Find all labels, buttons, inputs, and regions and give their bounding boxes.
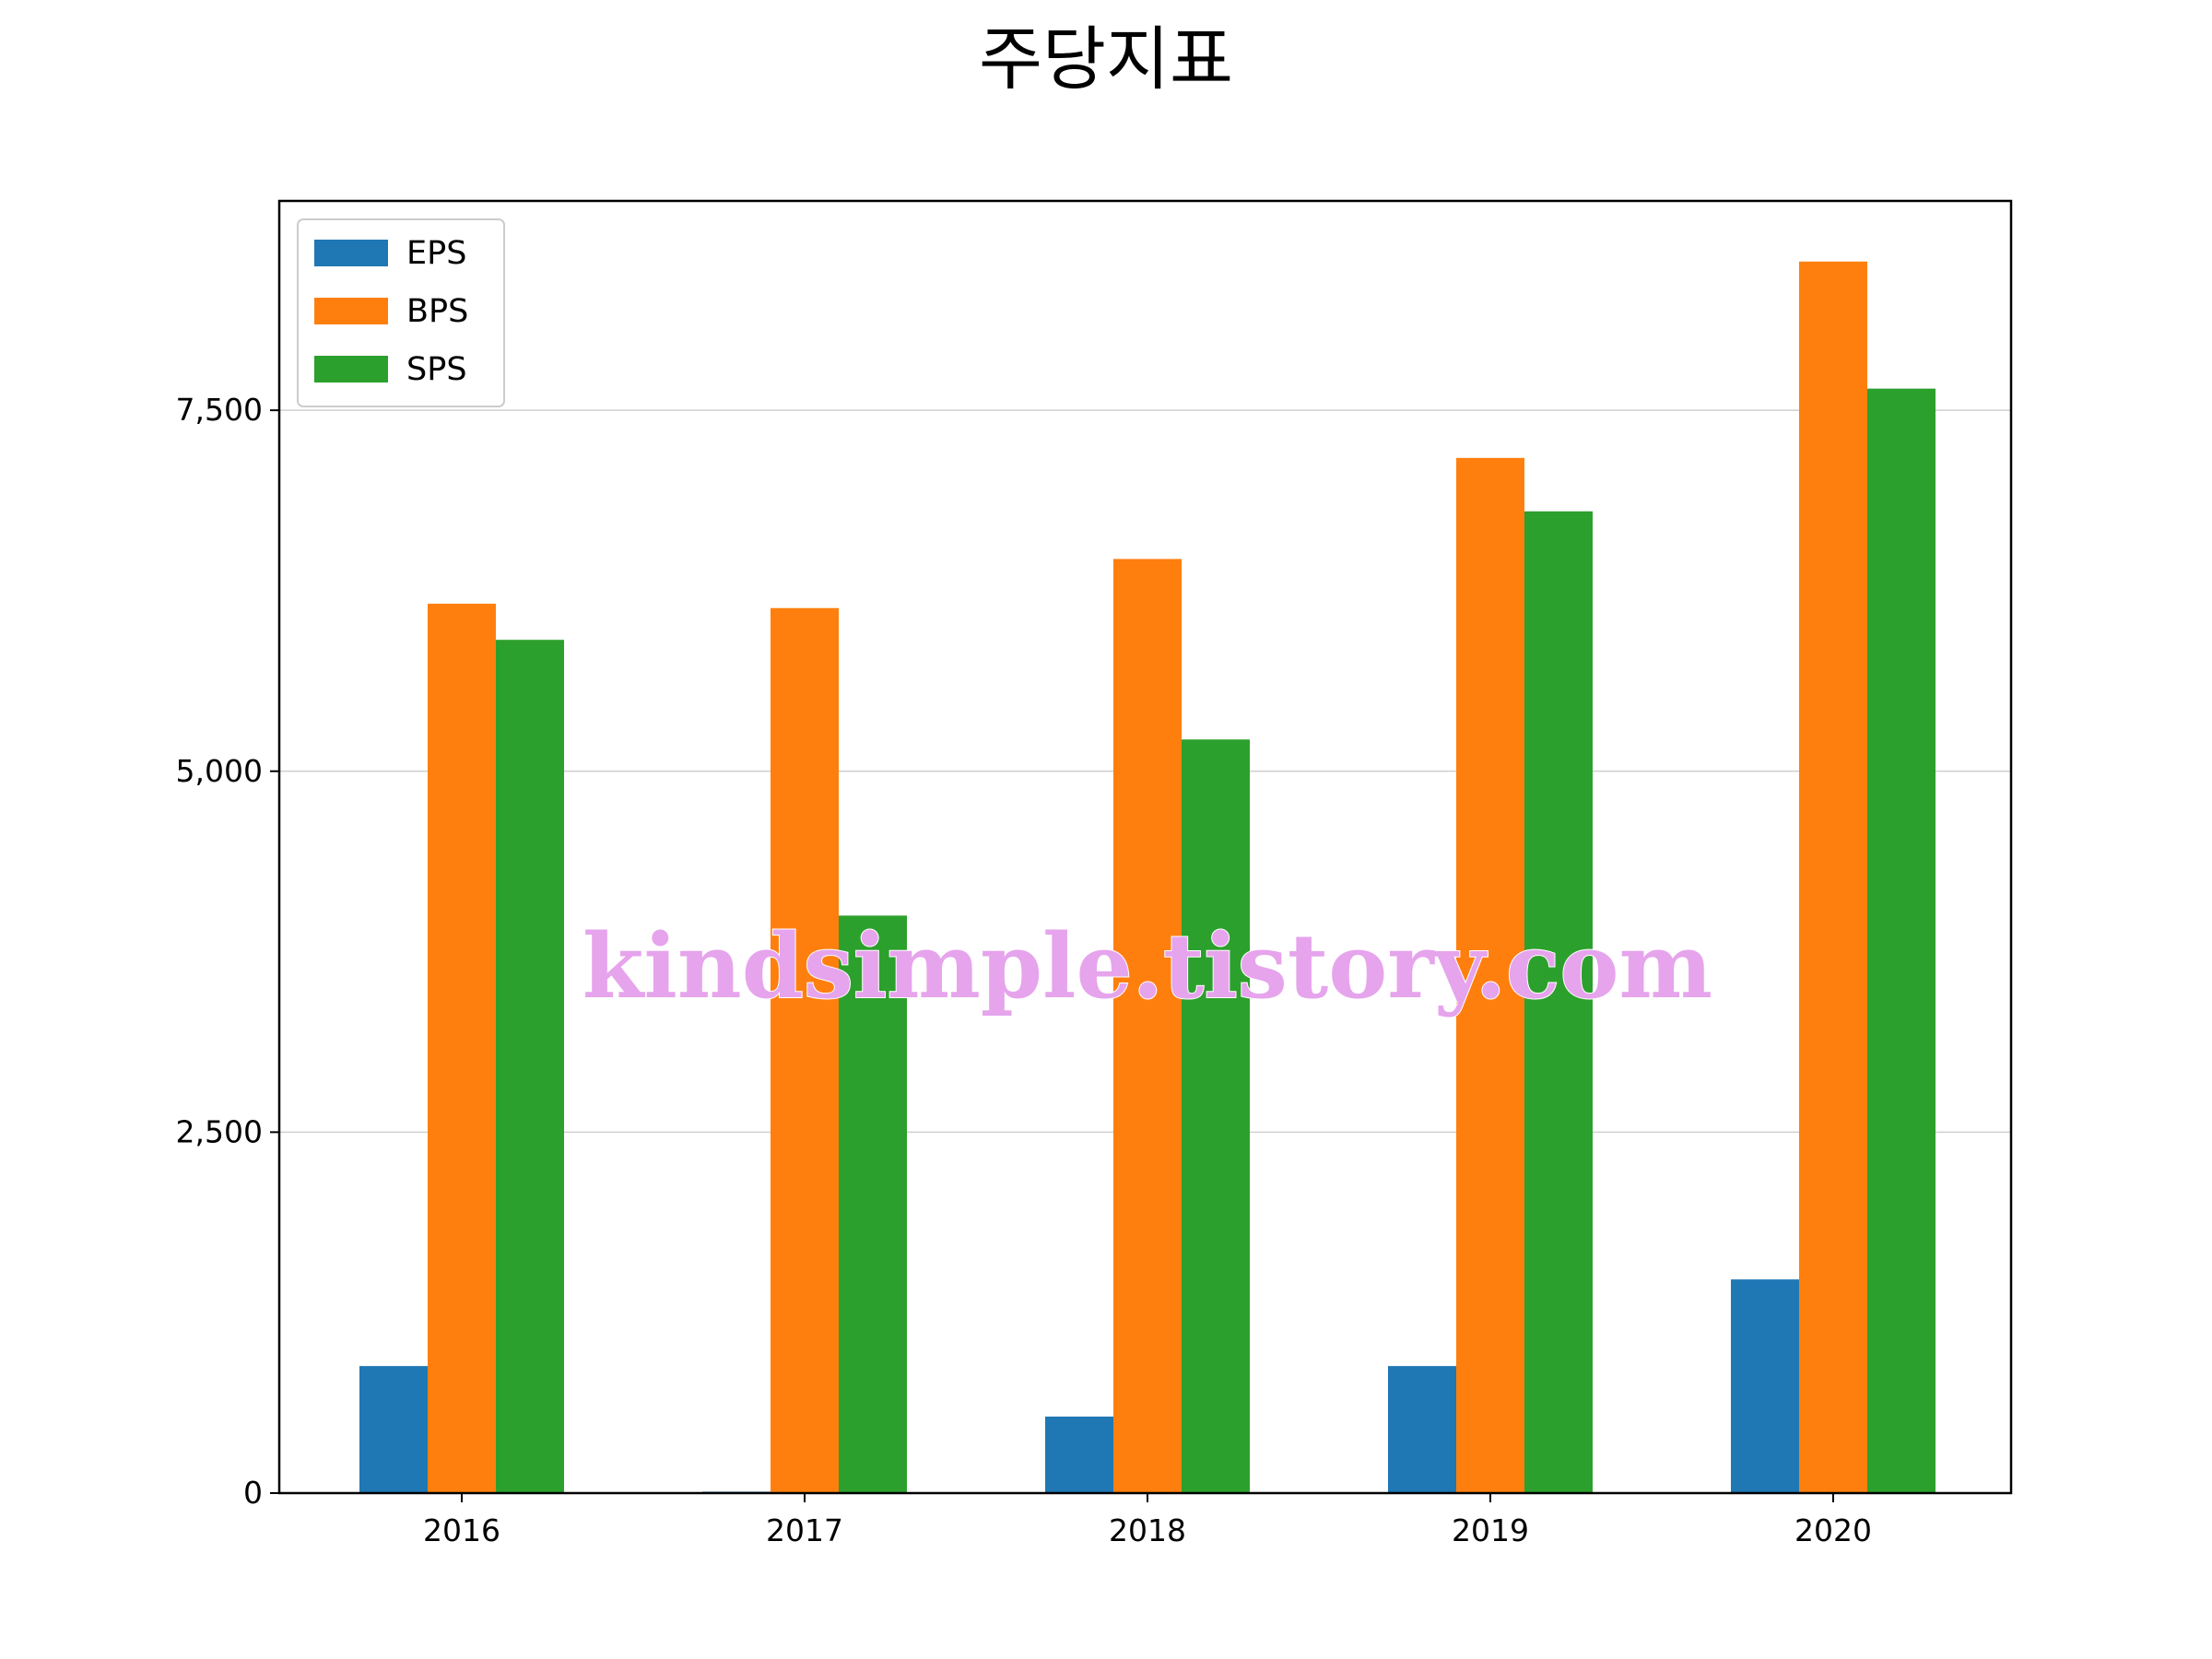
x-axis: 2016 2017 2018 2019 2020 xyxy=(423,1493,1872,1548)
bar-eps-2016 xyxy=(359,1366,428,1493)
legend: EPS BPS SPS xyxy=(298,219,504,406)
bar-eps-2019 xyxy=(1388,1366,1456,1493)
bar-bps-2016 xyxy=(428,604,496,1493)
y-tick-label: 0 xyxy=(243,1475,263,1511)
chart-title: 주당지표 xyxy=(979,18,1233,100)
bar-bps-2020 xyxy=(1799,262,1867,1493)
watermark: kindsimple.tistory.com xyxy=(582,914,1712,1018)
legend-label-eps: EPS xyxy=(406,235,466,272)
legend-label-sps: SPS xyxy=(406,351,467,388)
bar-sps-2016 xyxy=(496,640,564,1493)
legend-label-bps: BPS xyxy=(406,293,468,330)
x-tick-label: 2018 xyxy=(1109,1512,1186,1548)
bar-eps-2020 xyxy=(1731,1279,1799,1493)
bars xyxy=(359,262,1936,1493)
x-tick-label: 2019 xyxy=(1452,1512,1529,1548)
y-tick-label: 7,500 xyxy=(176,392,263,428)
y-tick-label: 2,500 xyxy=(176,1113,263,1149)
bar-bps-2018 xyxy=(1113,559,1182,1493)
y-tick-label: 5,000 xyxy=(176,753,263,789)
legend-swatch-bps xyxy=(314,298,388,324)
bar-sps-2018 xyxy=(1182,739,1250,1493)
legend-swatch-eps xyxy=(314,240,388,266)
x-tick-label: 2017 xyxy=(766,1512,843,1548)
x-tick-label: 2020 xyxy=(1794,1512,1872,1548)
bar-sps-2020 xyxy=(1867,389,1936,1493)
y-axis: 0 2,500 5,000 7,500 xyxy=(176,392,279,1511)
legend-swatch-sps xyxy=(314,356,388,382)
bar-bps-2017 xyxy=(771,608,839,1493)
bar-eps-2018 xyxy=(1045,1417,1113,1493)
x-tick-label: 2016 xyxy=(423,1512,500,1548)
